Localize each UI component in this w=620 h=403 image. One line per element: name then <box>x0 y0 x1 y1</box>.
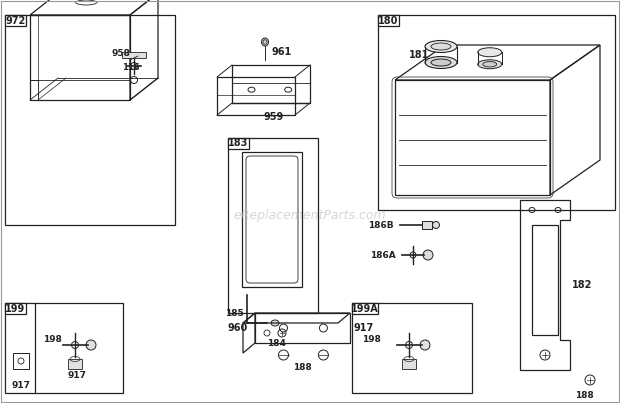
Text: 180: 180 <box>378 15 399 25</box>
Text: eReplacementParts.com: eReplacementParts.com <box>234 208 386 222</box>
Ellipse shape <box>433 222 440 229</box>
Ellipse shape <box>262 38 268 46</box>
Bar <box>422 221 432 229</box>
Text: 917: 917 <box>354 323 374 333</box>
Text: 186B: 186B <box>368 220 394 229</box>
Text: 958: 958 <box>112 48 131 58</box>
Text: 959: 959 <box>264 112 283 122</box>
Bar <box>5 15 175 225</box>
Bar <box>378 15 615 210</box>
Text: 182: 182 <box>572 280 592 290</box>
Bar <box>13 353 29 369</box>
Circle shape <box>423 250 433 260</box>
Ellipse shape <box>425 40 457 52</box>
Text: 199A: 199A <box>351 303 379 314</box>
Ellipse shape <box>483 62 497 67</box>
Text: 188: 188 <box>293 364 312 372</box>
Text: 184: 184 <box>267 339 286 347</box>
Bar <box>352 303 378 314</box>
Text: 961: 961 <box>271 47 291 57</box>
Circle shape <box>420 340 430 350</box>
Bar <box>68 359 82 369</box>
Ellipse shape <box>271 320 279 326</box>
Text: 917: 917 <box>68 370 87 380</box>
Circle shape <box>86 340 96 350</box>
Text: 972: 972 <box>6 15 25 25</box>
Bar <box>5 303 123 393</box>
Text: 199: 199 <box>6 303 25 314</box>
Text: 186A: 186A <box>370 251 396 260</box>
Text: 183: 183 <box>228 139 249 148</box>
Bar <box>402 359 416 369</box>
Bar <box>228 138 318 313</box>
Bar <box>5 15 26 26</box>
Ellipse shape <box>431 43 451 50</box>
Text: 116: 116 <box>122 64 140 73</box>
Text: 181: 181 <box>409 50 430 60</box>
Text: 960: 960 <box>227 323 247 333</box>
Ellipse shape <box>425 56 457 69</box>
Bar <box>352 303 472 393</box>
Ellipse shape <box>478 48 502 57</box>
Text: 185: 185 <box>225 309 244 318</box>
Ellipse shape <box>478 60 502 69</box>
Bar <box>228 138 249 149</box>
Bar <box>5 303 26 314</box>
Bar <box>378 15 399 26</box>
Text: 198: 198 <box>362 336 381 345</box>
Text: 188: 188 <box>575 391 594 399</box>
Text: 198: 198 <box>43 336 62 345</box>
Bar <box>122 52 146 58</box>
Ellipse shape <box>431 59 451 66</box>
Text: 917: 917 <box>11 380 30 390</box>
